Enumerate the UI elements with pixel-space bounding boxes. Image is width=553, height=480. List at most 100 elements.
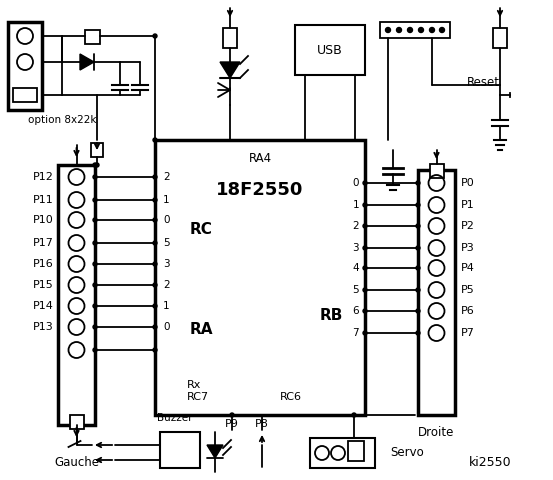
Circle shape	[363, 246, 367, 250]
Text: P17: P17	[33, 238, 54, 248]
Text: 1: 1	[163, 195, 170, 205]
Bar	[91, 143, 103, 157]
Circle shape	[93, 163, 97, 167]
Text: 0: 0	[163, 322, 170, 332]
Text: P8: P8	[255, 419, 269, 429]
Circle shape	[93, 241, 97, 245]
Circle shape	[153, 175, 157, 179]
Circle shape	[397, 27, 401, 33]
Circle shape	[93, 304, 97, 308]
Circle shape	[416, 288, 420, 292]
Bar	[348, 441, 364, 461]
Circle shape	[153, 218, 157, 222]
Text: 3: 3	[352, 243, 359, 253]
Text: 3: 3	[163, 259, 170, 269]
Bar	[430, 164, 444, 178]
Text: RC: RC	[190, 223, 213, 238]
Circle shape	[416, 309, 420, 313]
Text: P1: P1	[461, 200, 474, 210]
Text: P3: P3	[461, 243, 474, 253]
Bar	[380, 22, 450, 38]
Circle shape	[93, 198, 97, 202]
Text: P9: P9	[225, 419, 239, 429]
Circle shape	[153, 304, 157, 308]
Circle shape	[363, 224, 367, 228]
Bar	[8, 22, 42, 110]
Bar	[160, 432, 200, 468]
Text: ki2550: ki2550	[469, 456, 512, 468]
Bar	[310, 438, 375, 468]
Text: 2: 2	[163, 172, 170, 182]
Bar	[223, 28, 237, 48]
Circle shape	[153, 34, 157, 38]
Text: 6: 6	[352, 306, 359, 316]
Bar	[70, 415, 84, 429]
Circle shape	[352, 413, 356, 417]
Circle shape	[430, 27, 435, 33]
Circle shape	[153, 198, 157, 202]
Circle shape	[363, 203, 367, 207]
Text: 4: 4	[352, 263, 359, 273]
Circle shape	[93, 348, 97, 352]
Text: P12: P12	[33, 172, 54, 182]
Bar	[58, 165, 95, 425]
Text: 1: 1	[352, 200, 359, 210]
Text: 5: 5	[163, 238, 170, 248]
Circle shape	[93, 283, 97, 287]
Text: P2: P2	[461, 221, 475, 231]
Circle shape	[440, 27, 445, 33]
Circle shape	[93, 325, 97, 329]
Text: P14: P14	[33, 301, 54, 311]
Text: 0: 0	[163, 215, 170, 225]
Text: 2: 2	[352, 221, 359, 231]
Circle shape	[95, 163, 99, 167]
Circle shape	[363, 181, 367, 185]
Circle shape	[93, 262, 97, 266]
Circle shape	[416, 203, 420, 207]
Circle shape	[153, 262, 157, 266]
Text: 7: 7	[352, 328, 359, 338]
Text: P16: P16	[33, 259, 54, 269]
Circle shape	[363, 288, 367, 292]
Bar	[155, 140, 365, 415]
Text: 18F2550: 18F2550	[216, 181, 304, 199]
Text: USB: USB	[317, 44, 343, 57]
Circle shape	[363, 309, 367, 313]
Text: P0: P0	[461, 178, 474, 188]
Bar	[418, 170, 455, 415]
Text: Gauche: Gauche	[54, 456, 99, 468]
Text: P15: P15	[33, 280, 54, 290]
Circle shape	[416, 181, 420, 185]
Text: P5: P5	[461, 285, 474, 295]
Circle shape	[416, 331, 420, 335]
Circle shape	[419, 27, 424, 33]
Circle shape	[93, 175, 97, 179]
Text: option 8x22k: option 8x22k	[28, 115, 96, 125]
Circle shape	[385, 27, 390, 33]
Text: 2: 2	[163, 280, 170, 290]
Circle shape	[416, 224, 420, 228]
Text: Buzzer: Buzzer	[157, 413, 193, 423]
Circle shape	[363, 266, 367, 270]
Circle shape	[416, 266, 420, 270]
Text: RC6: RC6	[280, 392, 302, 402]
Polygon shape	[80, 54, 94, 70]
Text: P10: P10	[33, 215, 54, 225]
Circle shape	[153, 348, 157, 352]
Text: RB: RB	[320, 308, 343, 323]
Text: RA: RA	[190, 323, 213, 337]
Bar	[493, 28, 507, 48]
Circle shape	[93, 218, 97, 222]
Bar	[85, 30, 100, 44]
Text: P4: P4	[461, 263, 475, 273]
Text: Droite: Droite	[418, 425, 455, 439]
Circle shape	[408, 27, 413, 33]
Circle shape	[153, 138, 157, 142]
Polygon shape	[220, 62, 240, 78]
Text: RA4: RA4	[248, 152, 272, 165]
Text: P7: P7	[461, 328, 475, 338]
Circle shape	[230, 413, 234, 417]
Text: P11: P11	[33, 195, 54, 205]
Text: 5: 5	[352, 285, 359, 295]
Text: Servo: Servo	[390, 446, 424, 459]
